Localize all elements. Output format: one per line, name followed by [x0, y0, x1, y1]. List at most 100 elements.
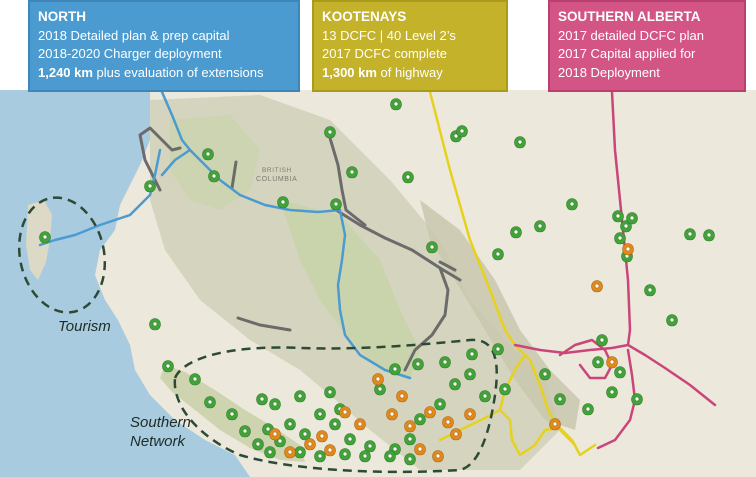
charging-station-marker-icon: [372, 373, 384, 386]
charging-station-marker-icon: [514, 136, 526, 149]
charging-station-marker-icon: [304, 438, 316, 451]
charging-station-marker-icon: [208, 170, 220, 183]
charging-station-marker-icon: [269, 398, 281, 411]
charging-station-marker-icon: [582, 403, 594, 416]
charging-station-marker-icon: [284, 418, 296, 431]
charging-station-marker-icon: [412, 358, 424, 371]
charging-station-marker-icon: [450, 428, 462, 441]
north-distance: 1,240 km: [38, 64, 93, 80]
kootenays-title: KOOTENAYS: [322, 9, 407, 24]
charging-station-marker-icon: [364, 440, 376, 453]
charging-station-marker-icon: [464, 368, 476, 381]
charging-station-marker-icon: [439, 356, 451, 369]
charging-station-marker-icon: [606, 356, 618, 369]
charging-station-marker-icon: [554, 393, 566, 406]
north-line-3-rest: plus evaluation of extensions: [92, 64, 264, 80]
kootenays-distance: 1,300 km: [322, 64, 377, 80]
north-line-3: 1,240 km plus evaluation of extensions: [38, 64, 290, 83]
charging-station-marker-icon: [539, 368, 551, 381]
charging-station-marker-icon: [499, 383, 511, 396]
charging-station-marker-icon: [294, 446, 306, 459]
charging-station-marker-icon: [684, 228, 696, 241]
charging-station-marker-icon: [359, 450, 371, 463]
charging-station-marker-icon: [626, 212, 638, 225]
charging-station-marker-icon: [426, 241, 438, 254]
southern-alberta-callout: SOUTHERN ALBERTA 2017 detailed DCFC plan…: [548, 0, 746, 92]
charging-station-marker-icon: [252, 438, 264, 451]
charging-station-marker-icon: [314, 408, 326, 421]
kootenays-line-3-rest: of highway: [376, 64, 443, 80]
kootenays-route: [428, 90, 597, 457]
charging-station-marker-icon: [324, 126, 336, 139]
charging-station-marker-icon: [294, 390, 306, 403]
charging-station-marker-icon: [330, 198, 342, 211]
charging-station-marker-icon: [277, 196, 289, 209]
charging-station-marker-icon: [162, 360, 174, 373]
kootenays-line-2: 2017 DCFC complete: [322, 46, 447, 61]
charging-station-marker-icon: [396, 390, 408, 403]
north-line-1: 2018 Detailed plan & prep capital: [38, 27, 230, 43]
charging-station-marker-icon: [442, 416, 454, 429]
charging-station-marker-icon: [390, 98, 402, 111]
charging-station-marker-icon: [703, 229, 715, 242]
charging-station-marker-icon: [346, 166, 358, 179]
charging-station-marker-icon: [614, 366, 626, 379]
charging-station-marker-icon: [414, 443, 426, 456]
charging-station-marker-icon: [622, 243, 634, 256]
charging-station-marker-icon: [596, 334, 608, 347]
charging-station-marker-icon: [479, 390, 491, 403]
alberta-title: SOUTHERN ALBERTA: [558, 9, 701, 24]
tourism-region-outline: [17, 196, 107, 314]
charging-station-marker-icon: [566, 198, 578, 211]
north-title: NORTH: [38, 9, 86, 24]
charging-station-marker-icon: [404, 453, 416, 466]
charging-station-marker-icon: [39, 231, 51, 244]
charging-station-marker-icon: [492, 343, 504, 356]
charging-station-marker-icon: [314, 450, 326, 463]
north-callout: NORTH 2018 Detailed plan & prep capital …: [28, 0, 300, 92]
kootenays-callout: KOOTENAYS 13 DCFC | 40 Level 2’s 2017 DC…: [312, 0, 508, 92]
charging-station-marker-icon: [414, 413, 426, 426]
charging-station-marker-icon: [339, 406, 351, 419]
charging-station-marker-icon: [144, 180, 156, 193]
charging-station-marker-icon: [510, 226, 522, 239]
kootenays-line-1: 13 DCFC | 40 Level 2’s: [322, 27, 456, 43]
north-route: [38, 90, 412, 380]
southern-network-label-1: Southern: [130, 414, 191, 431]
charging-station-marker-icon: [189, 373, 201, 386]
province-label-2: COLUMBIA: [256, 176, 297, 183]
forest-shading-2: [170, 115, 260, 210]
tourism-label: Tourism: [58, 318, 111, 335]
charging-station-marker-icon: [424, 406, 436, 419]
charging-station-marker-icon: [666, 314, 678, 327]
charging-station-marker-icon: [269, 428, 281, 441]
charging-station-marker-icon: [324, 444, 336, 457]
charging-station-marker-icon: [434, 398, 446, 411]
province-label-1: BRITISH: [262, 167, 292, 174]
alberta-line-2: 2017 Capital applied for: [558, 46, 696, 61]
charging-station-marker-icon: [284, 446, 296, 459]
charging-station-marker-icon: [631, 393, 643, 406]
charging-station-marker-icon: [374, 383, 386, 396]
charging-station-marker-icon: [432, 450, 444, 463]
charging-station-marker-icon: [606, 386, 618, 399]
charging-station-marker-icon: [202, 148, 214, 161]
charging-station-marker-icon: [492, 248, 504, 261]
charging-station-marker-icon: [449, 378, 461, 391]
forest-shading: [280, 200, 420, 380]
charging-station-marker-icon: [384, 450, 396, 463]
charging-station-marker-icon: [614, 232, 626, 245]
kootenays-line-3: 1,300 km of highway: [322, 64, 498, 83]
charging-station-marker-icon: [339, 448, 351, 461]
charging-station-marker-icon: [612, 210, 624, 223]
charging-station-marker-icon: [239, 425, 251, 438]
charging-station-marker-icon: [316, 430, 328, 443]
charging-station-marker-icon: [256, 393, 268, 406]
charging-station-marker-icon: [404, 420, 416, 433]
charging-station-marker-icon: [402, 171, 414, 184]
charging-station-marker-icon: [534, 220, 546, 233]
grey-highways: [138, 126, 462, 372]
charging-station-marker-icon: [149, 318, 161, 331]
southern-network-label-2: Network: [130, 433, 186, 450]
charging-station-marker-icon: [591, 280, 603, 293]
